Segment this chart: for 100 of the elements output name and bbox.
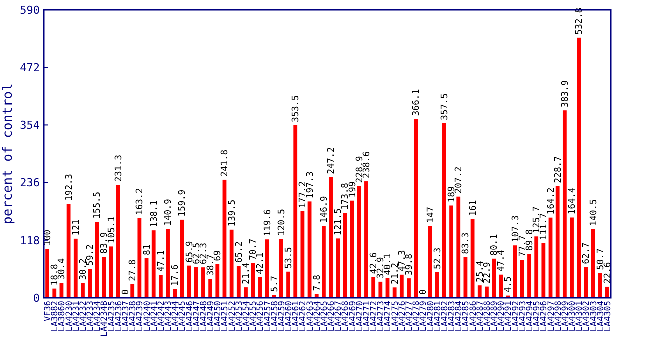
data-label: 139.5 (228, 200, 238, 227)
bar (286, 272, 290, 298)
data-label: 147 (426, 206, 436, 224)
bar (116, 185, 120, 298)
data-label: 120.5 (277, 209, 288, 236)
data-label: 52.3 (433, 248, 444, 270)
data-label: 163.2 (136, 188, 146, 216)
bar (520, 260, 524, 298)
bar (66, 204, 71, 298)
bar (294, 125, 298, 298)
data-label: 47.4 (497, 250, 508, 272)
data-label: 164.4 (568, 188, 578, 215)
bar (251, 263, 256, 298)
bar (435, 272, 440, 298)
bar (46, 249, 50, 298)
bar (534, 236, 539, 298)
data-label: 140.5 (589, 199, 600, 226)
data-label: 247.2 (327, 147, 338, 174)
data-label: 53.5 (284, 247, 295, 269)
bar (158, 275, 163, 298)
data-label: 155.5 (93, 192, 104, 220)
data-label: 121.5 (334, 208, 344, 236)
data-label: 357.5 (440, 93, 450, 120)
bar (95, 222, 100, 298)
data-label: 47.1 (156, 250, 167, 272)
y-tick-label: 236 (20, 176, 40, 190)
bar (194, 267, 198, 298)
bar (216, 264, 220, 298)
y-tick-label: 118 (20, 234, 40, 248)
data-label: 121 (72, 220, 82, 236)
data-label: 27.8 (128, 260, 139, 282)
bar (202, 268, 206, 298)
data-label: 21.4 (242, 262, 252, 285)
data-label: 231.3 (114, 155, 124, 182)
bar (584, 267, 588, 298)
y-tick-label: 590 (20, 4, 40, 17)
data-label: 22.6 (603, 262, 614, 284)
data-label: 241.8 (220, 150, 231, 177)
data-label: 4.5 (504, 276, 514, 293)
data-label: 59.2 (86, 244, 96, 266)
data-label: 42.1 (256, 252, 266, 274)
bar (414, 119, 418, 298)
bar (350, 200, 354, 298)
data-label: 17.6 (171, 264, 182, 286)
bar (598, 273, 602, 298)
data-label: 159.9 (178, 190, 188, 217)
bar (236, 266, 241, 298)
data-label: 353.5 (292, 95, 302, 122)
data-label: 62.7 (582, 242, 592, 264)
bar (230, 230, 234, 298)
bar (109, 246, 114, 298)
data-label: 161 (468, 200, 479, 216)
bar (173, 289, 178, 298)
bar (81, 283, 85, 298)
bar (513, 246, 518, 298)
data-label: 7.8 (312, 274, 323, 292)
data-label: 81 (142, 244, 153, 256)
y-tick-label: 472 (20, 61, 40, 74)
y-axis-title: percent of control (1, 84, 16, 224)
data-label: 22.9 (482, 262, 493, 284)
data-label: 383.9 (560, 80, 571, 108)
bar (556, 186, 560, 298)
bar (152, 230, 156, 298)
bar (562, 110, 567, 298)
bar (378, 282, 383, 298)
bar (258, 277, 262, 298)
bar (322, 226, 326, 298)
bar (314, 294, 319, 298)
data-label: 146.9 (320, 196, 330, 224)
data-label: 238.6 (362, 151, 372, 179)
bar (485, 286, 489, 298)
y-tick-label: 354 (20, 119, 40, 132)
data-label: 5.7 (270, 276, 280, 292)
bar (166, 229, 170, 298)
data-label: 65.2 (234, 241, 245, 264)
data-label: 366.1 (412, 89, 422, 116)
bar (130, 284, 135, 298)
bar (442, 123, 446, 298)
bar (364, 182, 368, 298)
bar (528, 254, 532, 298)
bar (372, 277, 376, 298)
bar (570, 218, 574, 298)
data-label: 140.9 (164, 199, 174, 226)
bar (329, 177, 333, 298)
bar (499, 274, 504, 298)
bar (492, 258, 496, 298)
bar (336, 238, 340, 298)
data-label: 0 (122, 290, 132, 295)
data-label: 192.3 (64, 174, 75, 202)
bar (300, 212, 305, 298)
x-tick-label: LA4305 (603, 301, 614, 332)
bar (208, 279, 213, 298)
bar (52, 288, 57, 298)
bar (542, 243, 546, 298)
bar (279, 239, 284, 298)
data-label: 39.8 (405, 254, 416, 276)
data-label: 0 (419, 290, 430, 295)
bar (244, 288, 248, 298)
bar (138, 218, 142, 298)
bar (450, 206, 454, 298)
